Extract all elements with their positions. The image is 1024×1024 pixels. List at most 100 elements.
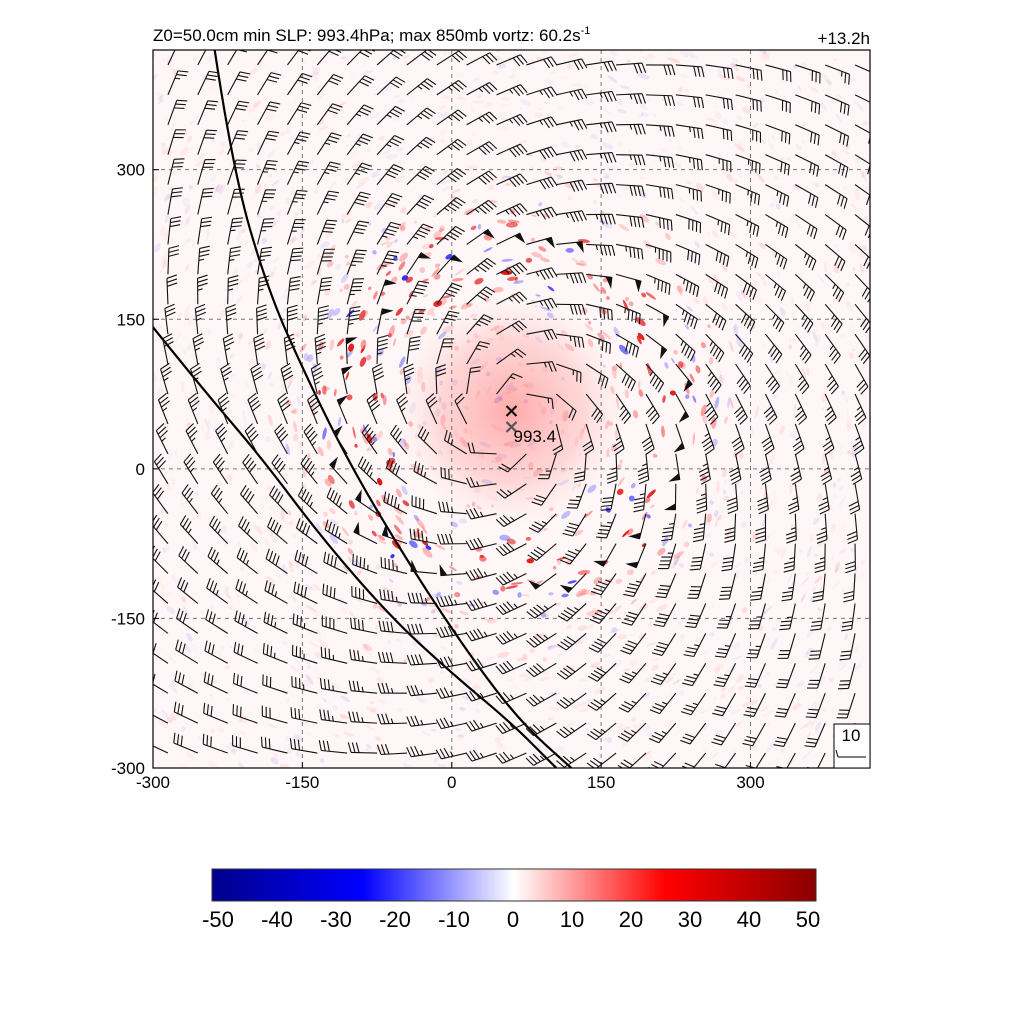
vorticity-speckle	[672, 186, 679, 193]
vorticity-speckle	[366, 354, 372, 361]
colorbar-tick-label: 30	[678, 907, 702, 932]
vorticity-speckle	[726, 252, 734, 260]
vorticity-speckle	[474, 277, 484, 285]
vorticity-speckle	[626, 528, 634, 536]
vorticity-speckle	[836, 373, 841, 384]
vorticity-speckle	[841, 586, 845, 596]
vorticity-speckle	[265, 340, 272, 349]
vorticity-speckle	[541, 50, 551, 54]
vorticity-speckle	[671, 357, 676, 364]
colorbar-tick-label: 20	[619, 907, 643, 932]
vorticity-speckle	[332, 692, 342, 701]
wind-reference-key: 10	[833, 723, 871, 769]
vorticity-speckle	[788, 483, 793, 495]
vorticity-speckle	[268, 266, 277, 277]
vorticity-speckle	[813, 553, 818, 557]
vorticity-speckle	[426, 596, 431, 602]
vorticity-speckle	[557, 559, 562, 566]
vorticity-speckle	[234, 279, 243, 291]
vorticity-speckle	[855, 101, 863, 111]
vorticity-speckle	[332, 733, 342, 738]
vorticity-speckle	[399, 225, 406, 232]
vorticity-speckle	[188, 315, 193, 327]
vorticity-speckle	[753, 295, 762, 305]
vorticity-speckle	[289, 50, 299, 56]
vorticity-speckle	[418, 309, 425, 314]
vorticity-speckle	[664, 720, 674, 727]
vorticity-speckle	[361, 310, 369, 319]
vorticity-speckle	[840, 148, 851, 155]
vorticity-speckle	[186, 632, 193, 642]
vorticity-speckle	[736, 674, 744, 684]
vorticity-speckle	[702, 296, 709, 308]
vorticity-speckle	[795, 219, 802, 229]
vorticity-speckle	[201, 672, 206, 677]
vorticity-speckle	[680, 362, 686, 370]
vorticity-speckle	[195, 491, 199, 496]
vorticity-speckle	[736, 335, 743, 348]
vorticity-speckle	[644, 497, 651, 504]
vorticity-speckle	[177, 311, 182, 317]
vorticity-speckle	[705, 117, 718, 122]
vorticity-speckle	[162, 547, 168, 554]
x-tick-label: 300	[736, 773, 764, 792]
vorticity-speckle	[375, 746, 386, 754]
vorticity-speckle	[527, 708, 531, 713]
vorticity-speckle	[519, 673, 530, 678]
vorticity-speckle	[714, 396, 720, 409]
vorticity-speckle	[814, 575, 823, 584]
vorticity-speckle	[188, 185, 194, 190]
vorticity-speckle	[690, 205, 699, 216]
vorticity-speckle	[210, 693, 213, 697]
vorticity-speckle	[618, 223, 629, 232]
vorticity-speckle	[713, 666, 721, 673]
vorticity-speckle	[536, 106, 543, 111]
vorticity-speckle	[582, 698, 596, 705]
vorticity-speckle	[705, 518, 712, 526]
vorticity-speckle	[350, 257, 358, 264]
vorticity-speckle	[629, 162, 635, 168]
vorticity-speckle	[519, 106, 523, 110]
vorticity-speckle	[443, 170, 449, 175]
vorticity-speckle	[153, 174, 159, 183]
vorticity-speckle	[370, 709, 377, 714]
vorticity-speckle	[832, 169, 837, 175]
vorticity-speckle	[575, 637, 584, 645]
vorticity-speckle	[734, 655, 743, 660]
vorticity-speckle	[477, 223, 482, 230]
vorticity-speckle	[167, 484, 171, 491]
vorticity-speckle	[762, 50, 772, 57]
vorticity-speckle	[726, 684, 736, 694]
vorticity-speckle	[272, 537, 279, 543]
vorticity-speckle	[392, 451, 395, 457]
vorticity-speckle	[305, 604, 317, 613]
vorticity-speckle	[626, 59, 631, 63]
vorticity-speckle	[154, 243, 161, 253]
vorticity-speckle	[737, 685, 745, 691]
vorticity-speckle	[812, 517, 820, 526]
vorticity-speckle	[341, 218, 345, 223]
vorticity-speckle	[680, 73, 689, 78]
vorticity-speckle	[260, 363, 267, 370]
vorticity-speckle	[422, 526, 428, 535]
vorticity-speckle	[589, 661, 601, 669]
vorticity-speckle	[165, 543, 170, 550]
vorticity-speckle	[496, 219, 507, 224]
vorticity-speckle	[395, 514, 405, 525]
vorticity-speckle	[218, 727, 224, 734]
vorticity-speckle	[215, 183, 223, 193]
vorticity-speckle	[806, 731, 812, 739]
vorticity-speckle	[865, 332, 870, 342]
vorticity-speckle	[494, 737, 502, 744]
vorticity-speckle	[671, 679, 680, 686]
vorticity-speckle	[229, 606, 234, 611]
vorticity-speckle	[319, 241, 330, 249]
y-tick-label: 300	[117, 161, 145, 180]
vorticity-speckle	[344, 254, 349, 259]
vorticity-speckle	[553, 143, 557, 148]
vorticity-speckle	[787, 753, 794, 761]
vorticity-speckle	[430, 728, 437, 732]
vorticity-speckle	[291, 595, 298, 603]
vorticity-speckle	[327, 262, 334, 268]
vorticity-speckle	[214, 185, 220, 194]
